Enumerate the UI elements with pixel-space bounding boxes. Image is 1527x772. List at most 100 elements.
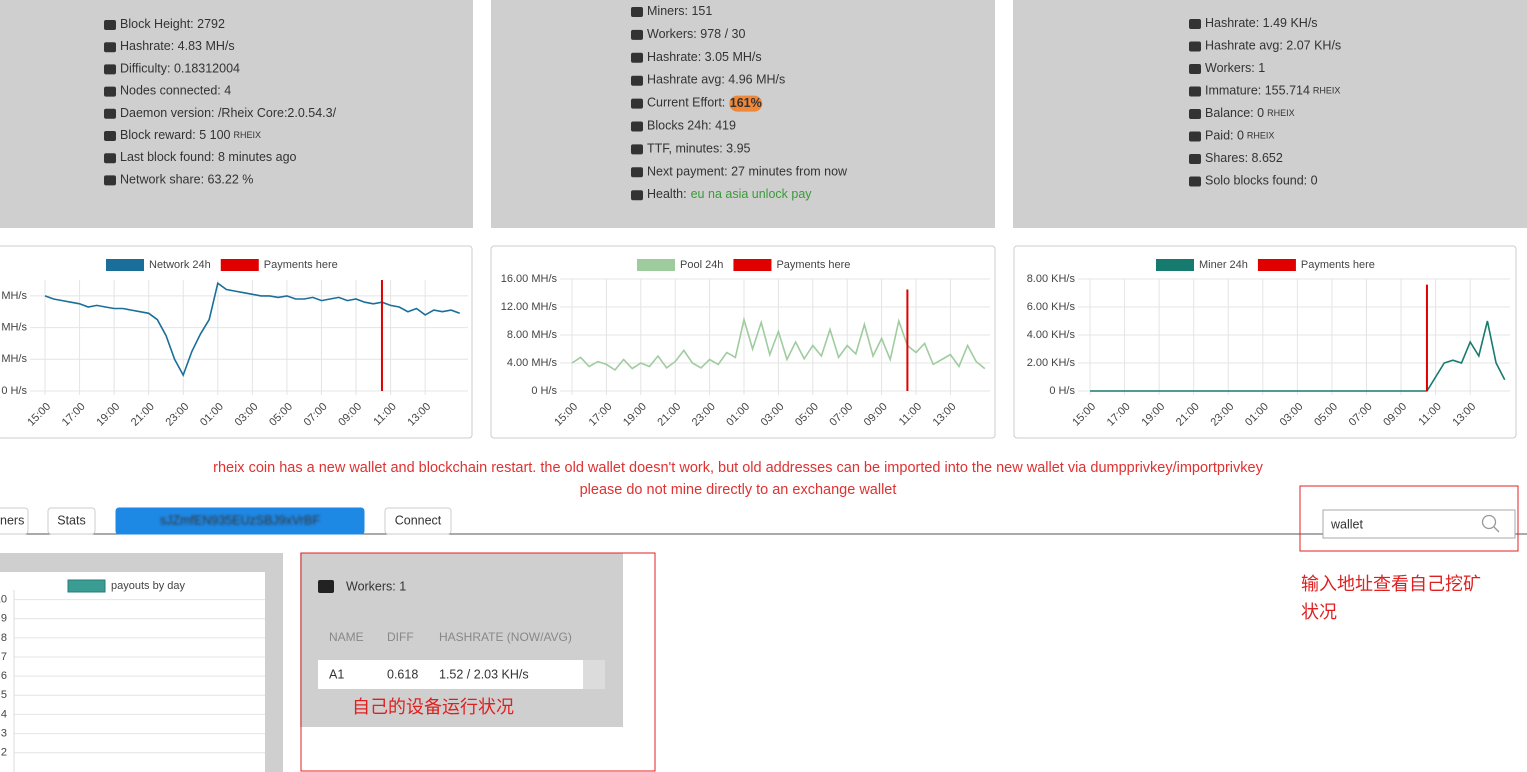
y-tick-label: MH/s <box>1 353 27 365</box>
icon <box>631 121 643 132</box>
y-tick-label: 8 <box>1 632 7 644</box>
icon <box>1189 64 1201 74</box>
tab-label: sJZmfEN935EUzSBJ9xVrBF <box>160 513 320 527</box>
legend-label: Payments here <box>776 259 850 271</box>
stat-text: Difficulty: 0.18312004 <box>120 62 240 76</box>
stat-line: Network share: 63.22 % <box>120 173 253 187</box>
stat-line: Workers: 978 / 30 <box>647 27 745 41</box>
effort-badge <box>729 95 763 112</box>
stat-text: Hashrate: 3.05 MH/s <box>647 50 762 64</box>
table-row-end <box>583 660 605 689</box>
stat-line: Hashrate: 3.05 MH/s <box>647 50 762 64</box>
stat-text: Workers: 978 / 30 <box>647 27 745 41</box>
stat-line: Solo blocks found: 0 <box>1205 174 1318 188</box>
notice-text: please do not mine directly to an exchan… <box>580 482 897 498</box>
annotation-box <box>1299 485 1519 552</box>
search-placeholder: wallet <box>1330 517 1363 531</box>
icon <box>631 167 643 178</box>
notice-text: rheix coin has a new wallet and blockcha… <box>213 460 1263 476</box>
icon <box>631 52 643 63</box>
legend-label: Pool 24h <box>680 259 723 271</box>
tab[interactable] <box>47 507 96 535</box>
y-tick-label: 9 <box>1 613 7 625</box>
series-line <box>571 316 986 372</box>
legend-swatch <box>733 259 772 271</box>
chart-frame <box>490 245 996 439</box>
stat-text: Miners: 151 <box>647 4 712 18</box>
y-tick-label: MH/s <box>1 290 27 302</box>
stat-text: Balance: 0 <box>1205 106 1264 120</box>
stat-line: Nodes connected: 4 <box>120 84 231 98</box>
tab[interactable] <box>0 507 29 535</box>
stat-line: Hashrate avg: 4.96 MH/s <box>647 73 785 87</box>
legend-swatch <box>106 259 144 271</box>
icon <box>631 7 643 17</box>
icon <box>318 580 334 593</box>
stat-unit: RHEIX <box>233 130 261 140</box>
y-tick-label: 8.00 KH/s <box>1027 273 1076 285</box>
stat-text: TTF, minutes: 3.95 <box>647 142 751 156</box>
stat-line: Current Effort: <box>647 96 725 110</box>
effort-badge-text: 161% <box>730 96 762 110</box>
stat-line: TTF, minutes: 3.95 <box>647 142 751 156</box>
icon <box>631 144 643 155</box>
stat-unit: RHEIX <box>1267 108 1295 118</box>
stats-panel <box>491 0 995 228</box>
workers-title: Workers: 1 <box>346 579 406 593</box>
y-tick-label: 4.00 KH/s <box>1027 329 1076 341</box>
stat-line: Immature: 155.714 RHEIX <box>1205 84 1340 98</box>
stat-text: Nodes connected: 4 <box>120 84 231 98</box>
legend-swatch <box>1257 259 1296 271</box>
legend-swatch <box>67 579 106 593</box>
table-cell: 0.618 <box>387 667 418 681</box>
icon <box>631 190 643 201</box>
icon <box>104 131 116 141</box>
stat-line: Block Height: 2792 <box>120 17 225 31</box>
legend-swatch <box>220 259 259 271</box>
stat-text: Immature: 155.714 <box>1205 84 1310 98</box>
stat-line: Next payment: 27 minutes from now <box>647 165 848 179</box>
stat-line: Blocks 24h: 419 <box>647 119 736 133</box>
stat-text: Health: <box>647 187 687 201</box>
stat-line: Shares: 8.652 <box>1205 151 1283 165</box>
tab-label: Stats <box>57 513 86 527</box>
icon <box>104 20 116 30</box>
series-line <box>1090 320 1506 392</box>
table-header: NAME <box>329 630 364 644</box>
stat-unit: RHEIX <box>1313 86 1341 96</box>
stat-line: Hashrate avg: 2.07 KH/s <box>1205 39 1341 53</box>
icon <box>104 42 116 53</box>
payouts-chart <box>0 572 265 772</box>
y-tick-label: 0 H/s <box>1 385 27 397</box>
stat-line: Hashrate: 1.49 KH/s <box>1205 16 1318 30</box>
search-icon[interactable] <box>1481 514 1497 530</box>
legend-label: Network 24h <box>149 259 211 271</box>
series-line <box>44 281 460 378</box>
table-header: DIFF <box>387 630 414 644</box>
stat-line: Difficulty: 0.18312004 <box>120 62 240 76</box>
tab[interactable] <box>115 507 365 535</box>
y-tick-label: 10 <box>0 593 7 605</box>
stat-line: Last block found: 8 minutes ago <box>120 150 297 164</box>
icon <box>631 29 643 40</box>
legend-label: Payments here <box>1301 259 1375 271</box>
icon <box>631 98 643 109</box>
legend-swatch <box>1156 259 1194 271</box>
y-tick-label: 2.00 KH/s <box>1027 357 1076 369</box>
icon <box>1189 86 1201 97</box>
chart-frame <box>1013 245 1517 439</box>
annotation-box <box>300 552 656 772</box>
stat-line: Daemon version: /Rheix Core:2.0.54.3/ <box>120 106 337 120</box>
tab[interactable] <box>384 507 452 535</box>
stat-line: Block reward: 5 100 RHEIX <box>120 128 261 142</box>
stat-text: Daemon version: /Rheix Core:2.0.54.3/ <box>120 106 337 120</box>
stat-text: Blocks 24h: 419 <box>647 119 736 133</box>
table-header: HASHRATE (NOW/AVG) <box>439 630 572 644</box>
icon <box>104 108 116 119</box>
stat-text: Hashrate avg: 2.07 KH/s <box>1205 39 1341 53</box>
stat-text: Next payment: 27 minutes from now <box>647 165 848 179</box>
tab-label: Connect <box>395 513 442 527</box>
y-tick-label: 6.00 KH/s <box>1027 301 1076 313</box>
stats-panel <box>1013 0 1527 228</box>
y-tick-label: 0 H/s <box>1049 385 1075 397</box>
